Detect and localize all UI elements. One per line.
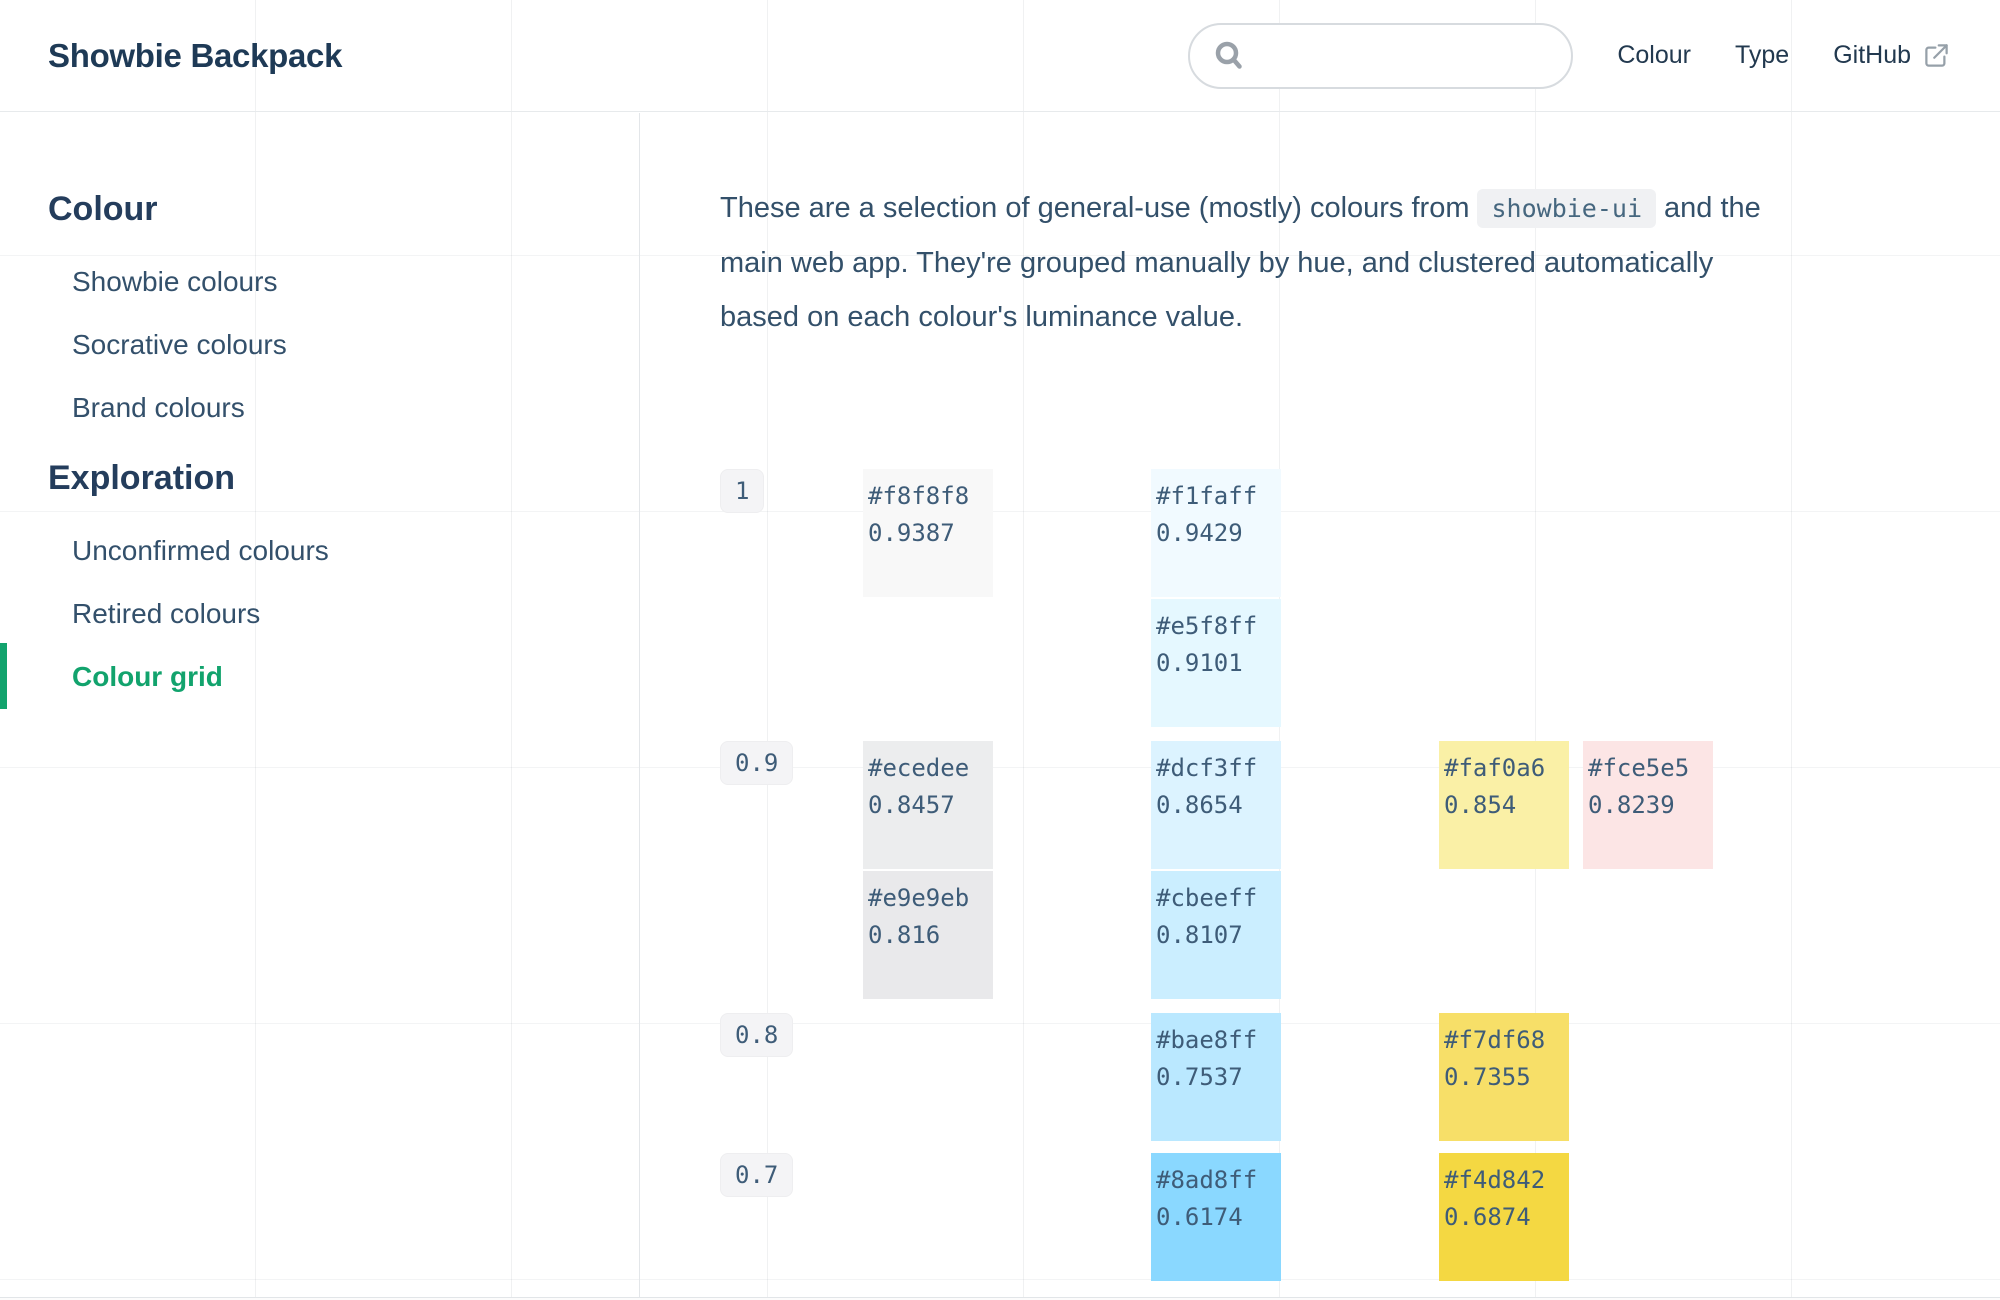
sidebar-item-showbie-colours[interactable]: Showbie colours	[72, 266, 278, 297]
sidebar-item-retired-colours[interactable]: Retired colours	[72, 598, 261, 629]
intro-line-3: based on each colour's luminance value.	[720, 301, 1244, 333]
nav-link-type[interactable]: Type	[1735, 41, 1789, 70]
sidebar-heading-colour: Colour	[48, 190, 158, 228]
intro-line-1-tail: and the	[1664, 192, 1761, 224]
sidebar: Colour Showbie colours Socrative colours…	[0, 113, 640, 1297]
search-input[interactable]	[1258, 40, 1554, 71]
swatch-luminance: 0.816	[868, 921, 941, 949]
colour-grid: 1 #f8f8f8 0.9387 #f1faff 0.9429 #e5f8ff 0.9101…	[720, 469, 2000, 1281]
main-content: These are a selection of general-use (mo…	[640, 113, 2000, 1297]
swatch-luminance: 0.9387	[868, 519, 955, 547]
swatch-cluster: #8ad8ff 0.6174	[1151, 1153, 1281, 1281]
page-bottom-edge	[0, 1297, 2000, 1300]
swatch-hex: #f1faff	[1156, 482, 1258, 510]
swatch-hex: #dcf3ff	[1156, 754, 1258, 782]
swatch-hex: #bae8ff	[1156, 1026, 1258, 1054]
nav-link-github-label: GitHub	[1833, 41, 1911, 69]
sidebar-item-socrative-colours[interactable]: Socrative colours	[72, 329, 287, 360]
swatch-luminance: 0.854	[1444, 791, 1517, 819]
colour-swatch: #fce5e5 0.8239	[1583, 741, 1713, 869]
colour-swatch: #faf0a6 0.854	[1439, 741, 1569, 869]
swatch-luminance: 0.6874	[1444, 1203, 1531, 1231]
swatch-luminance: 0.8107	[1156, 921, 1243, 949]
luminance-row-label: 1	[720, 469, 765, 513]
swatch-luminance: 0.6174	[1156, 1203, 1243, 1231]
grid-row: 0.8 #bae8ff 0.7537 #f7df68 0.7355	[720, 1013, 2000, 1141]
swatch-hex: #f7df68	[1444, 1026, 1546, 1054]
colour-swatch: #bae8ff 0.7537	[1151, 1013, 1281, 1141]
code-chip-showbie-ui: showbie-ui	[1477, 189, 1656, 228]
header-right: Colour Type GitHub	[1188, 22, 1950, 89]
colour-swatch: #ecedee 0.8457	[863, 741, 993, 869]
grid-row: 0.7 #8ad8ff 0.6174 #f4d842 0.6874	[720, 1153, 2000, 1281]
nav-link-github[interactable]: GitHub	[1833, 41, 1950, 70]
colour-swatch: #e9e9eb 0.816	[863, 871, 993, 999]
sidebar-item-brand-colours[interactable]: Brand colours	[72, 392, 245, 423]
colour-swatch: #f4d842 0.6874	[1439, 1153, 1569, 1281]
swatch-luminance: 0.8239	[1588, 791, 1675, 819]
swatch-cluster: #ecedee 0.8457 #e9e9eb 0.816	[863, 741, 993, 999]
luminance-row-label: 0.7	[720, 1153, 794, 1197]
colour-swatch: #cbeeff 0.8107	[1151, 871, 1281, 999]
sidebar-item-unconfirmed-colours[interactable]: Unconfirmed colours	[72, 535, 329, 566]
swatch-luminance: 0.9101	[1156, 649, 1243, 677]
site-title[interactable]: Showbie Backpack	[48, 36, 343, 74]
swatch-luminance: 0.7355	[1444, 1063, 1531, 1091]
colour-swatch: #8ad8ff 0.6174	[1151, 1153, 1281, 1281]
swatch-cluster: #fce5e5 0.8239	[1583, 741, 1713, 869]
search-icon	[1212, 39, 1246, 73]
swatch-cluster: #f8f8f8 0.9387	[863, 469, 993, 597]
swatch-hex: #e5f8ff	[1156, 612, 1258, 640]
swatch-hex: #cbeeff	[1156, 884, 1258, 912]
swatch-hex: #fce5e5	[1588, 754, 1690, 782]
grid-row: 0.9 #ecedee 0.8457 #e9e9eb 0.816 #dcf3ff 0.865…	[720, 741, 2000, 999]
body: Colour Showbie colours Socrative colours…	[0, 113, 2000, 1297]
nav-link-type-label: Type	[1734, 41, 1790, 69]
swatch-cluster: #f1faff 0.9429 #e5f8ff 0.9101	[1151, 469, 1281, 727]
colour-swatch: #e5f8ff 0.9101	[1151, 599, 1281, 727]
luminance-row-label: 0.9	[720, 741, 794, 785]
swatch-luminance: 0.7537	[1156, 1063, 1243, 1091]
colour-swatch: #f1faff 0.9429	[1151, 469, 1281, 597]
swatch-luminance: 0.9429	[1156, 519, 1243, 547]
swatch-luminance: 0.8457	[868, 791, 955, 819]
intro-line-2: main web app. They're grouped manually b…	[720, 247, 1714, 279]
colour-swatch: #dcf3ff 0.8654	[1151, 741, 1281, 869]
luminance-row-label: 0.8	[720, 1013, 794, 1057]
sidebar-item-colour-grid[interactable]: Colour grid	[0, 643, 639, 709]
swatch-cluster: #bae8ff 0.7537	[1151, 1013, 1281, 1141]
swatch-luminance: 0.8654	[1156, 791, 1243, 819]
nav-link-colour[interactable]: Colour	[1617, 41, 1691, 70]
intro-line-1: These are a selection of general-use (mo…	[720, 181, 1940, 236]
swatch-hex: #8ad8ff	[1156, 1166, 1258, 1194]
swatch-cluster: #f4d842 0.6874	[1439, 1153, 1569, 1281]
swatch-hex: #e9e9eb	[868, 884, 970, 912]
external-link-icon	[1923, 42, 1950, 69]
intro-line-1-text: These are a selection of general-use (mo…	[720, 192, 1470, 224]
header: Showbie Backpack Colour Type GitHub	[0, 0, 2000, 112]
colour-swatch: #f8f8f8 0.9387	[863, 469, 993, 597]
swatch-hex: #f8f8f8	[868, 482, 970, 510]
swatch-cluster: #faf0a6 0.854	[1439, 741, 1569, 869]
search-box[interactable]	[1188, 22, 1574, 89]
intro-paragraph: These are a selection of general-use (mo…	[720, 181, 1940, 344]
swatch-hex: #f4d842	[1444, 1166, 1546, 1194]
nav-link-colour-label: Colour	[1617, 41, 1691, 69]
swatch-hex: #faf0a6	[1444, 754, 1546, 782]
colour-swatch: #f7df68 0.7355	[1439, 1013, 1569, 1141]
swatch-cluster: #f7df68 0.7355	[1439, 1013, 1569, 1141]
grid-row: 1 #f8f8f8 0.9387 #f1faff 0.9429 #e5f8ff 0.9101	[720, 469, 2000, 727]
swatch-hex: #ecedee	[868, 754, 970, 782]
sidebar-heading-exploration: Exploration	[48, 459, 236, 497]
swatch-cluster: #dcf3ff 0.8654 #cbeeff 0.8107	[1151, 741, 1281, 999]
